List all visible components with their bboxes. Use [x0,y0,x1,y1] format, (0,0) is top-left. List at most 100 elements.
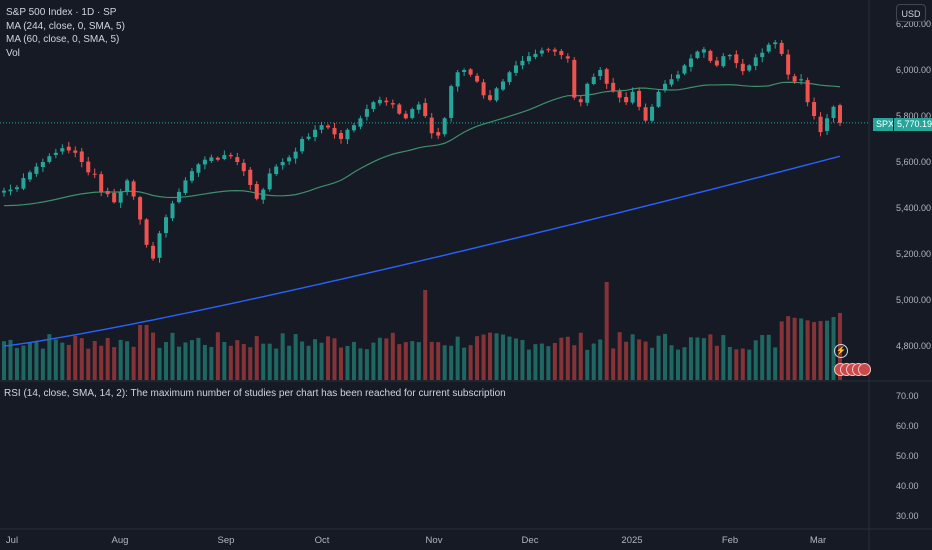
volume-bar [27,342,32,380]
candle-body [66,146,71,151]
event-icon[interactable] [858,363,871,376]
volume-bar [572,345,577,380]
candle-body [630,91,635,103]
volume-bar [66,344,71,380]
volume-bar [351,341,356,380]
volume-bar [125,341,130,380]
volume-bar [202,344,207,380]
volume-bar [105,337,110,380]
candle-body [786,54,791,75]
volume-bar [34,340,39,380]
candle-body [118,191,123,203]
candle-body [261,189,266,200]
candle-body [669,79,674,85]
volume-bar [799,318,804,380]
candle-body [773,42,778,45]
candle-body [151,245,156,259]
volume-bar [416,342,421,380]
flash-icon[interactable]: ⚡ [834,344,848,358]
volume-bar [462,347,467,380]
candle-body [559,50,564,56]
volume-bar [215,332,220,380]
ma-60-label[interactable]: MA (60, close, 0, SMA, 5) [6,34,120,45]
volume-bar [721,335,726,380]
volume-bar [740,348,745,380]
candle-body [280,162,285,166]
candle-body [92,173,97,175]
candle-body [423,103,428,116]
volume-bar [21,345,26,380]
candle-body [455,72,460,87]
candle-body [753,57,758,66]
volume-bar [92,341,97,380]
volume-bar [1,341,7,380]
volume-bar [604,282,609,380]
candle-body [734,54,739,64]
candle-body [189,171,194,181]
candle-body [144,219,149,245]
candle-body [384,100,389,103]
candle-body [351,125,356,131]
candle-body [650,106,655,121]
ma-244-label[interactable]: MA (244, close, 0, SMA, 5) [6,20,125,32]
volume-bar [559,337,564,380]
volume-bar [261,343,266,380]
volume-bar [779,321,784,380]
volume-bar [390,332,395,380]
volume-bar [747,349,752,380]
volume-bar [539,343,544,380]
rsi-tick-label: 70.00 [896,391,919,401]
symbol-title[interactable]: S&P 500 Index · 1D · SP [6,7,117,18]
volume-bar [831,317,836,380]
candle-body [319,125,324,130]
candle-body [552,49,557,52]
candle-body [747,65,752,71]
candle-body [799,79,804,81]
symbol-tag: SPX [873,118,898,131]
candle-body [410,109,415,118]
volume-bar [338,347,344,380]
volume-bar [79,338,84,380]
candle-body [656,91,661,107]
candle-body [449,86,454,118]
volume-bar [455,336,460,380]
volume-bar [520,340,525,380]
volume-bar [138,325,143,380]
volume-bar [423,290,428,380]
candle-body [176,191,181,203]
chart-legend: S&P 500 Index · 1D · SP MA (244, close, … [6,6,125,60]
volume-bar [675,349,680,380]
candle-body [326,125,331,128]
volume-bar [643,341,648,380]
candle-body [792,76,797,82]
volume-bar [280,333,285,380]
candle-body [805,80,810,103]
volume-bar [183,342,188,380]
volume-bar [53,339,58,380]
candle-body [202,159,207,165]
time-tick-label: Dec [522,535,539,546]
price-tick-label: 6,200.00 [896,19,931,29]
currency-button[interactable]: USD [896,4,926,22]
volume-bar [313,339,318,380]
volume-bar [235,340,240,380]
candle-body [209,157,214,161]
volume-label[interactable]: Vol [6,47,20,59]
candle-body [390,103,395,105]
candle-body [533,53,538,58]
volume-bar [118,339,123,380]
volume-bar [377,337,382,380]
candle-body [287,157,292,162]
candle-body [436,132,441,136]
events-icons[interactable] [834,363,871,376]
time-tick-label: Aug [112,535,129,546]
rsi-limit-message: RSI (14, close, SMA, 14, 2): The maximum… [4,388,506,399]
volume-bar [436,342,441,380]
candle-body [416,104,421,110]
candle-body [248,169,253,185]
candle-body [164,217,169,233]
volume-bar [727,346,732,380]
candle-body [598,70,603,76]
volume-bar [753,340,758,380]
